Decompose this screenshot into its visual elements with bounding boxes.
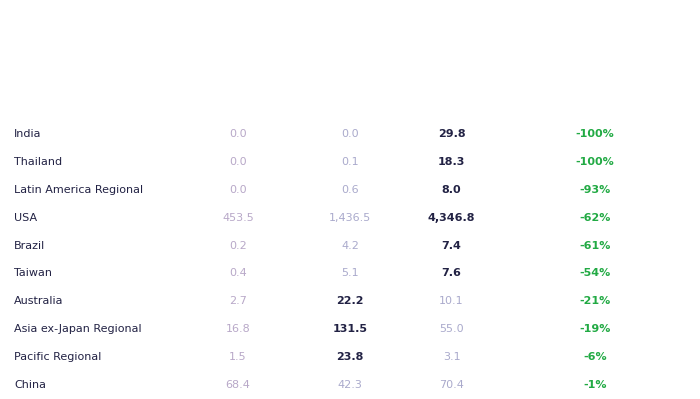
Text: 23.8: 23.8: [336, 352, 364, 362]
Text: 70.4: 70.4: [439, 380, 464, 390]
Text: 131.5: 131.5: [332, 324, 368, 334]
Text: Neutral: Neutral: [327, 98, 373, 108]
Text: Biden: Biden: [434, 98, 469, 108]
Text: Most Biden-sensitive Geographic Foci: Most Biden-sensitive Geographic Foci: [99, 14, 601, 38]
Text: China: China: [14, 380, 46, 390]
Text: India: India: [14, 129, 41, 139]
Text: 1,436.5: 1,436.5: [329, 213, 371, 223]
Text: Asia ex-Japan Regional: Asia ex-Japan Regional: [14, 324, 141, 334]
Text: -62%: -62%: [580, 213, 610, 223]
Text: 10.1: 10.1: [439, 296, 464, 306]
Text: 16.8: 16.8: [225, 324, 251, 334]
Text: Geographic focus: Geographic focus: [14, 96, 123, 106]
Text: 18.3: 18.3: [438, 157, 466, 167]
Text: Pacific Regional: Pacific Regional: [14, 352, 101, 362]
Text: 0.0: 0.0: [341, 129, 359, 139]
Text: 68.4: 68.4: [225, 380, 251, 390]
Text: USA: USA: [14, 213, 37, 223]
Text: 0.0: 0.0: [229, 157, 247, 167]
Text: 4.2: 4.2: [341, 241, 359, 251]
Text: 7.4: 7.4: [442, 241, 461, 251]
Text: Brazil: Brazil: [14, 241, 46, 251]
Text: 42.3: 42.3: [337, 380, 363, 390]
Text: -61%: -61%: [580, 241, 610, 251]
Text: -93%: -93%: [580, 185, 610, 195]
Text: 0.6: 0.6: [341, 185, 359, 195]
Text: 0.0: 0.0: [229, 129, 247, 139]
Text: -1%: -1%: [583, 380, 607, 390]
Text: 2.7: 2.7: [229, 296, 247, 306]
Text: -6%: -6%: [583, 352, 607, 362]
Text: -19%: -19%: [580, 324, 610, 334]
Text: 0.2: 0.2: [229, 241, 247, 251]
Text: 8.0: 8.0: [442, 185, 461, 195]
Text: Sensitivity score: Sensitivity score: [553, 96, 657, 106]
Text: -21%: -21%: [580, 296, 610, 306]
Text: 0.1: 0.1: [341, 157, 359, 167]
Text: -100%: -100%: [575, 129, 615, 139]
Text: -100%: -100%: [575, 157, 615, 167]
Text: 3.1: 3.1: [442, 352, 461, 362]
Text: 55.0: 55.0: [439, 324, 464, 334]
Text: 0.0: 0.0: [229, 185, 247, 195]
Text: Thailand: Thailand: [14, 157, 62, 167]
Text: Australia: Australia: [14, 296, 64, 306]
Text: 0.4: 0.4: [229, 269, 247, 279]
Text: 453.5: 453.5: [222, 213, 254, 223]
Text: Taiwan: Taiwan: [14, 269, 52, 279]
Text: 5.1: 5.1: [341, 269, 359, 279]
Text: 29.8: 29.8: [438, 129, 466, 139]
Text: 7.6: 7.6: [442, 269, 461, 279]
Text: Trump: Trump: [218, 98, 258, 108]
Text: Latin America Regional: Latin America Regional: [14, 185, 143, 195]
Text: AUM ($BB) by Sensitivity tercile: AUM ($BB) by Sensitivity tercile: [244, 59, 445, 69]
Text: -54%: -54%: [580, 269, 610, 279]
Text: 4,346.8: 4,346.8: [428, 213, 475, 223]
Text: 22.2: 22.2: [336, 296, 364, 306]
Text: 1.5: 1.5: [229, 352, 247, 362]
